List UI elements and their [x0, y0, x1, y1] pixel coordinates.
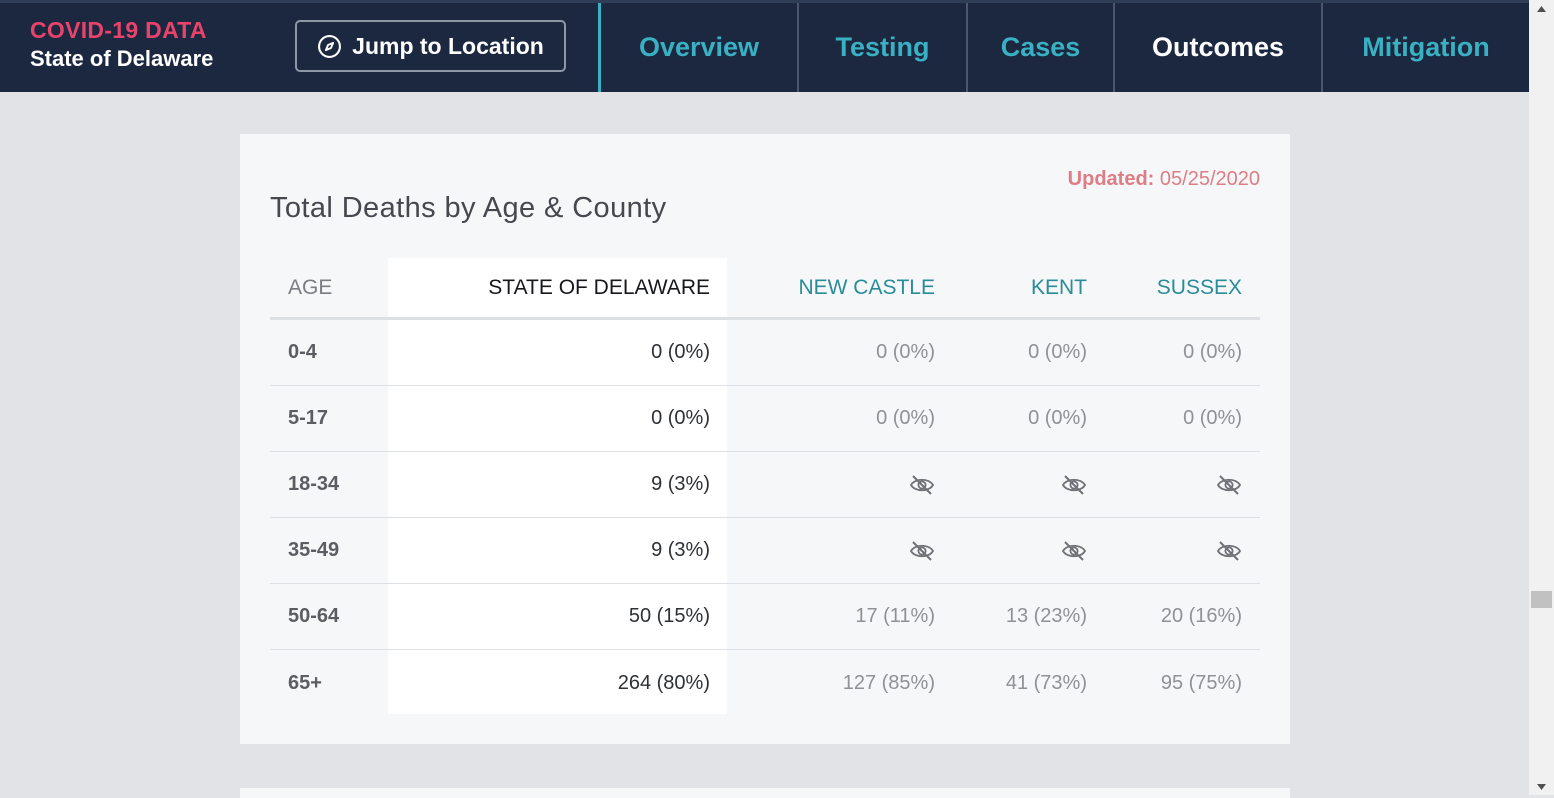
new-castle-cell — [727, 539, 935, 562]
deaths-table: AGE STATE OF DELAWARE NEW CASTLE KENT SU… — [270, 258, 1260, 716]
new-castle-cell — [727, 473, 935, 496]
age-cell: 0-4 — [288, 341, 317, 363]
state-cell: 50 (15%) — [628, 605, 710, 627]
page-scrollbar[interactable] — [1529, 0, 1554, 795]
eye-off-icon[interactable] — [1061, 474, 1087, 496]
sussex-cell: 0 (0%) — [1183, 407, 1242, 429]
eye-off-icon[interactable] — [909, 474, 935, 496]
state-cell: 264 (80%) — [617, 671, 710, 694]
tab-overview[interactable]: Overview — [598, 3, 797, 92]
age-cell: 50-64 — [288, 605, 340, 627]
state-cell: 9 (3%) — [651, 539, 710, 561]
new-castle-cell: 17 (11%) — [855, 605, 935, 627]
sussex-cell: 95 (75%) — [1160, 671, 1242, 694]
table-row: 5-17 0 (0%) 0 (0%) 0 (0%) 0 (0%) — [270, 386, 1260, 452]
tab-cases[interactable]: Cases — [966, 3, 1113, 92]
state-cell: 0 (0%) — [651, 341, 710, 363]
table-row: 35-49 9 (3%) — [270, 518, 1260, 584]
table-header-row: AGE STATE OF DELAWARE NEW CASTLE KENT SU… — [270, 258, 1260, 320]
updated-stamp: Updated: 05/25/2020 — [1068, 168, 1260, 191]
card-title: Total Deaths by Age & County — [270, 192, 667, 224]
compass-icon — [318, 34, 342, 58]
updated-date: 05/25/2020 — [1159, 168, 1260, 190]
column-header-sussex[interactable]: SUSSEX — [1156, 275, 1242, 299]
eye-off-icon[interactable] — [1061, 540, 1087, 562]
kent-cell: 0 (0%) — [1028, 341, 1087, 363]
jump-to-location-button[interactable]: Jump to Location — [295, 20, 566, 72]
updated-label: Updated: — [1067, 168, 1155, 190]
new-castle-cell: 127 (85%) — [842, 671, 935, 694]
column-header-kent[interactable]: KENT — [1030, 275, 1087, 299]
brand[interactable]: COVID-19 DATA State of Delaware — [30, 16, 213, 74]
main-nav: Overview Testing Cases Outcomes Mitigati… — [598, 3, 1529, 92]
sussex-cell — [1087, 539, 1260, 562]
sussex-cell: 0 (0%) — [1183, 341, 1242, 363]
table-row: 65+ 264 (80%) 127 (85%) 41 (73%) 95 (75%… — [270, 650, 1260, 716]
table-row: 50-64 50 (15%) 17 (11%) 13 (23%) 20 (16%… — [270, 584, 1260, 650]
tab-mitigation[interactable]: Mitigation — [1321, 3, 1529, 92]
eye-off-icon[interactable] — [1216, 474, 1242, 496]
age-cell: 5-17 — [288, 407, 329, 429]
new-castle-cell: 0 (0%) — [876, 341, 935, 363]
table-row: 0-4 0 (0%) 0 (0%) 0 (0%) 0 (0%) — [270, 320, 1260, 386]
scroll-down-arrow-icon[interactable] — [1529, 778, 1554, 795]
brand-title: COVID-19 DATA — [30, 17, 207, 43]
sussex-cell — [1087, 473, 1260, 496]
age-cell: 35-49 — [288, 539, 340, 561]
kent-cell: 13 (23%) — [1005, 605, 1087, 627]
column-header-state: STATE OF DELAWARE — [488, 275, 710, 299]
new-castle-cell: 0 (0%) — [876, 407, 935, 429]
next-card-edge — [240, 788, 1290, 798]
column-header-new-castle[interactable]: NEW CASTLE — [798, 275, 935, 299]
eye-off-icon[interactable] — [909, 540, 935, 562]
tab-testing[interactable]: Testing — [797, 3, 966, 92]
table-row: 18-34 9 (3%) — [270, 452, 1260, 518]
eye-off-icon[interactable] — [1216, 540, 1242, 562]
sussex-cell: 20 (16%) — [1160, 605, 1242, 627]
top-navigation-bar: COVID-19 DATA State of Delaware Jump to … — [0, 0, 1529, 92]
kent-cell: 0 (0%) — [1028, 407, 1087, 429]
state-cell: 9 (3%) — [651, 473, 710, 495]
state-cell: 0 (0%) — [651, 407, 710, 429]
kent-cell: 41 (73%) — [1005, 671, 1087, 694]
brand-subtitle: State of Delaware — [30, 46, 214, 71]
tab-outcomes[interactable]: Outcomes — [1113, 3, 1321, 92]
scroll-up-arrow-icon[interactable] — [1529, 0, 1554, 17]
scrollbar-thumb[interactable] — [1531, 591, 1552, 608]
state-column-highlight — [388, 258, 727, 714]
age-cell: 18-34 — [288, 473, 340, 495]
kent-cell — [935, 539, 1087, 562]
age-cell: 65+ — [288, 671, 322, 694]
jump-to-location-label: Jump to Location — [352, 32, 544, 59]
kent-cell — [935, 473, 1087, 496]
top-stripe — [0, 0, 1529, 3]
deaths-by-age-county-card: Updated: 05/25/2020 Total Deaths by Age … — [240, 134, 1290, 744]
column-header-age: AGE — [288, 275, 333, 299]
